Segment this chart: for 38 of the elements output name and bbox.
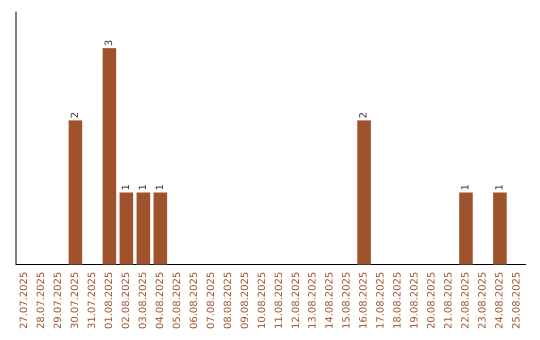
x-tick-label: 03.08.2025 xyxy=(138,272,149,330)
x-tick-label: 15.08.2025 xyxy=(342,272,353,330)
data-label: 1 xyxy=(154,184,166,191)
data-label: 1 xyxy=(138,184,149,191)
x-tick-label: 05.08.2025 xyxy=(172,272,183,330)
x-tick-label: 06.08.2025 xyxy=(188,272,200,330)
x-tick-label: 17.08.2025 xyxy=(376,272,387,330)
x-tick-label: 18.08.2025 xyxy=(392,272,404,330)
x-tick-label: 13.08.2025 xyxy=(308,272,319,330)
x-tick-label: 04.08.2025 xyxy=(154,272,166,330)
x-tick-label: 30.07.2025 xyxy=(70,272,82,330)
data-label: 1 xyxy=(494,184,506,191)
x-tick-label: 12.08.2025 xyxy=(290,272,302,330)
x-tick-label: 01.08.2025 xyxy=(104,272,115,330)
x-tick-label: 07.08.2025 xyxy=(206,272,217,330)
x-tick-label: 29.07.2025 xyxy=(53,272,64,330)
x-tick-label: 11.08.2025 xyxy=(274,272,285,330)
x-tick-label: 21.08.2025 xyxy=(444,272,455,330)
x-tick-label: 14.08.2025 xyxy=(324,272,336,330)
x-tick-label: 28.07.2025 xyxy=(36,272,48,330)
x-tick-label: 31.07.2025 xyxy=(87,272,98,330)
x-tick-label: 19.08.2025 xyxy=(410,272,421,330)
x-tick-label: 23.08.2025 xyxy=(478,272,489,330)
x-tick-label: 24.08.2025 xyxy=(494,272,506,330)
data-label: 1 xyxy=(460,184,472,191)
x-tick-label: 22.08.2025 xyxy=(460,272,472,330)
x-tick-label: 08.08.2025 xyxy=(222,272,234,330)
x-tick-label: 02.08.2025 xyxy=(120,272,132,330)
x-tick-label: 25.08.2025 xyxy=(511,272,522,330)
x-tick-label: 16.08.2025 xyxy=(358,272,370,330)
x-tick-label: 10.08.2025 xyxy=(256,272,268,330)
x-tick-label: 27.07.2025 xyxy=(19,272,30,330)
data-label: 1 xyxy=(120,184,132,191)
data-label: 3 xyxy=(104,40,115,46)
data-label: 2 xyxy=(358,112,370,118)
data-label: 2 xyxy=(70,112,82,118)
x-tick-label: 09.08.2025 xyxy=(240,272,251,330)
x-tick-label: 20.08.2025 xyxy=(426,272,438,330)
